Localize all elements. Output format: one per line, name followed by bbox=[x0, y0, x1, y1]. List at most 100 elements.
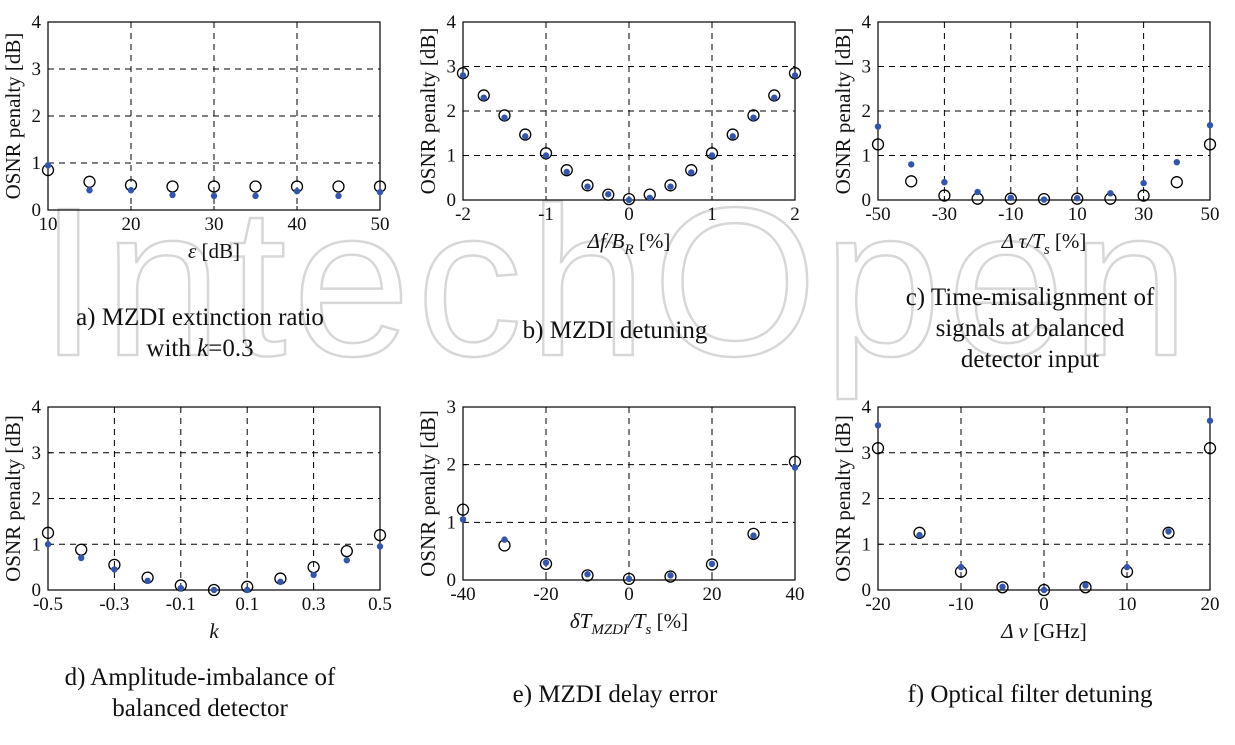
x-tick-label: -40 bbox=[450, 584, 475, 605]
caption-line: d) Amplitude-imbalance of bbox=[64, 664, 336, 691]
y-tick-label: 2 bbox=[447, 101, 457, 122]
y-tick-label: 2 bbox=[862, 101, 872, 122]
filled-dot-point bbox=[667, 183, 674, 190]
open-circle-point bbox=[373, 528, 387, 542]
filled-dot-point bbox=[480, 94, 487, 101]
open-circle-point bbox=[456, 503, 470, 516]
filled-dot-point bbox=[111, 566, 118, 573]
filled-dot-point bbox=[459, 516, 467, 523]
y-tick-label: 3 bbox=[32, 443, 42, 464]
y-tick-label: 3 bbox=[447, 57, 457, 78]
filled-dot-point bbox=[791, 464, 799, 471]
filled-dot-point bbox=[343, 557, 350, 564]
x-tick-label: -10 bbox=[998, 204, 1023, 225]
open-circle-point bbox=[539, 557, 553, 571]
y-axis-label: OSNR penalty [dB] bbox=[831, 415, 855, 582]
y-tick-label: 3 bbox=[862, 57, 872, 78]
y-tick-label: 0 bbox=[862, 580, 872, 601]
open-circle-point bbox=[664, 570, 677, 583]
x-tick-label: 30 bbox=[1134, 204, 1153, 225]
filled-dot-point bbox=[874, 123, 882, 130]
caption-d: d) Amplitude-imbalance of balanced detect… bbox=[0, 662, 400, 724]
filled-dot-point bbox=[1082, 582, 1089, 589]
caption-line: c) Time-misalignment of bbox=[905, 284, 1155, 311]
open-circle-point bbox=[705, 558, 719, 571]
y-tick-label: 1 bbox=[862, 534, 872, 555]
caption-line: balanced detector bbox=[112, 695, 288, 722]
filled-dot-point bbox=[771, 94, 778, 101]
filled-dot-point bbox=[44, 541, 52, 548]
x-tick-label: 1 bbox=[707, 204, 717, 225]
panel-e: -40 -20 0 20 40 0 1 2 3 OSNR penalty [dB] δTMZDI/T… bbox=[415, 385, 815, 745]
filled-dot-point bbox=[1107, 190, 1114, 197]
x-tick-label: -1 bbox=[538, 204, 554, 225]
open-circle-point bbox=[1004, 192, 1017, 205]
filled-dot-point bbox=[542, 559, 550, 566]
x-tick-label: 40 bbox=[288, 214, 307, 235]
y-tick-label: 3 bbox=[447, 397, 457, 418]
open-circle-point bbox=[477, 89, 490, 102]
x-tick-label: -30 bbox=[932, 204, 957, 225]
filled-dot-point bbox=[874, 422, 882, 429]
open-circle-point bbox=[1037, 583, 1051, 597]
filled-dot-point bbox=[605, 191, 612, 198]
filled-dot-point bbox=[1165, 528, 1172, 535]
filled-dot-point bbox=[252, 192, 259, 200]
caption-a: a) MZDI extinction ratio with k=0.3 bbox=[0, 302, 400, 364]
y-axis-label: OSNR penalty [dB] bbox=[416, 28, 440, 195]
filled-dot-point bbox=[646, 194, 653, 201]
open-circle-point bbox=[498, 109, 511, 122]
filled-dot-point bbox=[667, 572, 674, 579]
open-circle-point bbox=[41, 526, 55, 539]
x-tick-label: 0 bbox=[1039, 594, 1049, 615]
open-circle-point bbox=[581, 569, 594, 582]
caption-line: f) Optical filter detuning bbox=[907, 681, 1153, 708]
open-circle-point bbox=[1170, 176, 1183, 189]
open-circle-point bbox=[1037, 192, 1051, 206]
filled-dot-point bbox=[244, 586, 251, 594]
chart-c: -50 -30 -10 10 30 50 0 1 2 3 4 OSNR penalty [dB] Δ τ… bbox=[831, 12, 1220, 258]
y-axis-label: OSNR penalty [dB] bbox=[1, 415, 25, 582]
y-tick-label: 1 bbox=[862, 146, 872, 167]
filled-dot-point bbox=[941, 179, 948, 186]
open-circle-point bbox=[1079, 581, 1092, 594]
x-tick-label: -0.3 bbox=[99, 594, 129, 615]
filled-dot-point bbox=[144, 577, 151, 585]
x-tick-label: -20 bbox=[865, 594, 890, 615]
x-tick-label: 50 bbox=[1201, 204, 1220, 225]
open-circle-point bbox=[1071, 192, 1084, 205]
x-tick-label: 10 bbox=[1068, 204, 1087, 225]
x-axis-label: Δf/BR [%] bbox=[587, 229, 671, 258]
y-tick-label: 0 bbox=[32, 200, 42, 221]
caption-e: e) MZDI delay error bbox=[415, 679, 815, 710]
open-circle-point bbox=[788, 67, 802, 80]
open-circle-point bbox=[519, 128, 532, 141]
filled-dot-point bbox=[310, 571, 317, 579]
x-tick-label: -20 bbox=[533, 584, 558, 605]
chart-b: -2 -1 0 1 2 0 1 2 3 4 OSNR penalty [dB] Δf/BR [%] bbox=[416, 12, 802, 258]
y-tick-label: 0 bbox=[862, 190, 872, 211]
open-circle-point bbox=[249, 180, 262, 193]
filled-dot-point bbox=[908, 161, 915, 168]
chart-a: 10 20 30 40 50 0 1 2 3 4 OSNR penalty [dB] ε [dB] bbox=[1, 12, 390, 263]
open-circle-point bbox=[726, 128, 739, 141]
filled-dot-point bbox=[1040, 586, 1048, 594]
open-circle-point bbox=[1137, 189, 1150, 202]
x-tick-label: 0.1 bbox=[235, 594, 259, 615]
caption-line: b) MZDI detuning bbox=[522, 317, 708, 344]
open-circle-point bbox=[768, 89, 781, 102]
filled-dot-point bbox=[729, 133, 736, 140]
filled-dot-point bbox=[542, 152, 550, 159]
x-axis-label: Δ ν [GHz] bbox=[1000, 619, 1086, 643]
open-circle-point bbox=[83, 175, 96, 188]
x-tick-label: 20 bbox=[703, 584, 722, 605]
open-circle-point bbox=[539, 147, 553, 160]
x-tick-label: 10 bbox=[1118, 594, 1137, 615]
filled-dot-point bbox=[750, 114, 757, 121]
panel-f: -20 -10 0 10 20 0 1 2 3 4 OSNR penalty [dB] Δ ν [GH… bbox=[830, 385, 1230, 745]
open-circle-point bbox=[705, 147, 719, 160]
filled-dot-point bbox=[210, 192, 218, 200]
panel-d: -0.5 -0.3 -0.1 0.1 0.3 0.5 0 1 2 3 4 OSNR penalty [… bbox=[0, 385, 400, 745]
caption-line: detector input bbox=[960, 346, 1100, 373]
y-tick-label: 0 bbox=[447, 190, 457, 211]
